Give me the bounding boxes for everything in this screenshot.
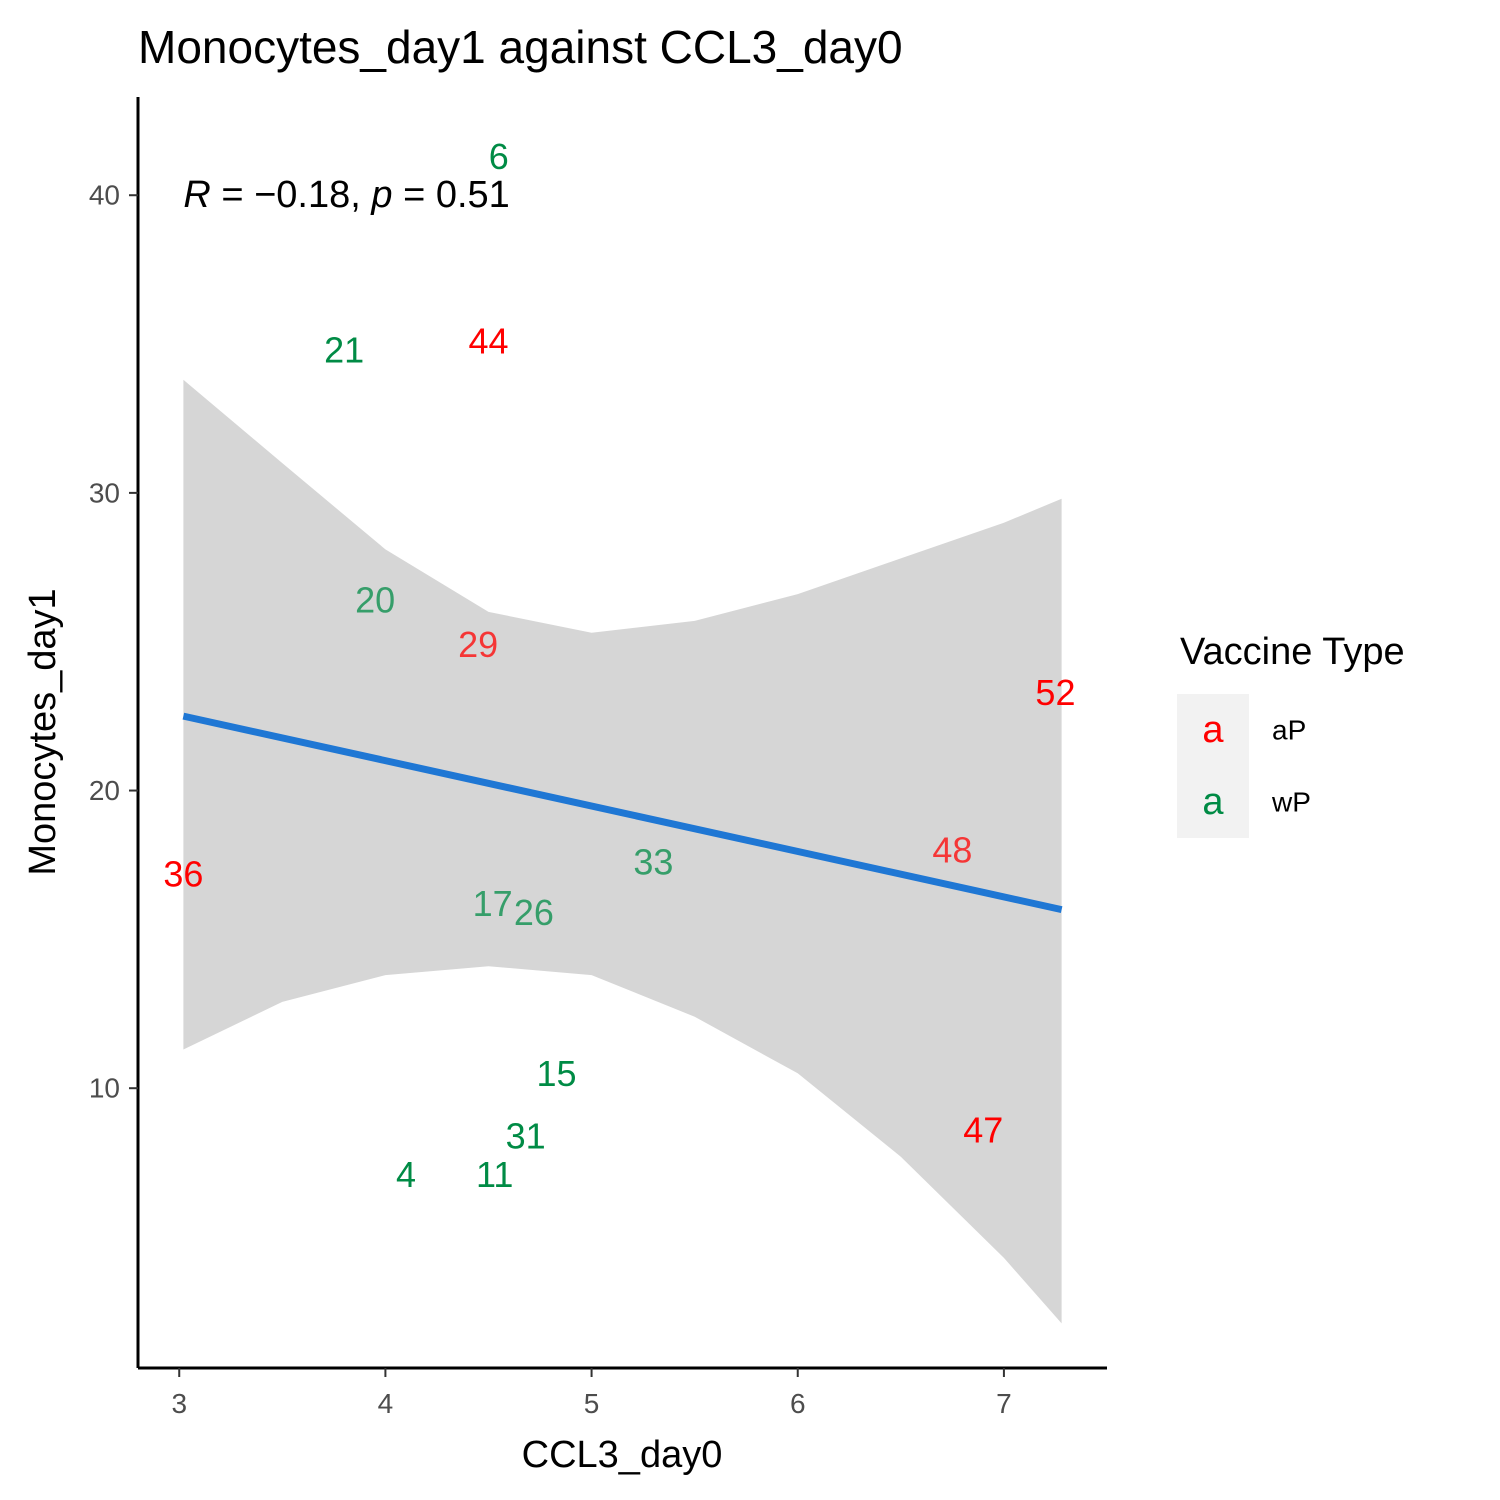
point-label-20: 20 (355, 580, 395, 621)
point-label-21: 21 (324, 330, 364, 371)
point-label-48: 48 (932, 830, 972, 871)
legend-title: Vaccine Type (1180, 631, 1405, 673)
confidence-band (183, 379, 1062, 1324)
y-axis-title: Monocytes_day1 (22, 588, 64, 875)
point-label-44: 44 (468, 321, 508, 362)
legend-key-aP: a (1202, 709, 1224, 751)
x-tick-label: 5 (584, 1388, 600, 1419)
point-label-17: 17 (473, 883, 513, 924)
x-axis-ticks: 3 4 5 6 7 (171, 1368, 1012, 1419)
y-tick-label: 10 (89, 1073, 120, 1104)
legend-key-background (1177, 694, 1249, 838)
point-label-33: 33 (633, 841, 673, 882)
r-symbol: R (183, 174, 210, 216)
chart-title: Monocytes_day1 against CCL3_day0 (138, 21, 903, 73)
point-label-52: 52 (1035, 672, 1075, 713)
y-axis-ticks: 10 20 30 40 (89, 180, 138, 1104)
plot-area: 6 21 44 20 29 52 48 33 36 17 26 15 31 47 4 11 R = −0.18… (163, 136, 1075, 1324)
point-label-11: 11 (476, 1154, 513, 1195)
y-tick-label: 40 (89, 180, 120, 211)
x-tick-label: 3 (171, 1388, 187, 1419)
legend-label-wP: wP (1271, 787, 1311, 818)
point-label-29: 29 (458, 624, 498, 665)
x-tick-label: 6 (790, 1388, 806, 1419)
p-value: = 0.51 (393, 174, 510, 216)
legend-entries: a aP a wP (1202, 709, 1310, 823)
y-tick-label: 20 (89, 775, 120, 806)
legend-key-wP: a (1202, 781, 1224, 823)
correlation-annotation: R = −0.18, p = 0.51 (183, 174, 509, 216)
r-value: = −0.18, (211, 174, 372, 216)
legend: Vaccine Type a aP a wP (1177, 631, 1405, 838)
point-label-26: 26 (514, 892, 554, 933)
point-label-47: 47 (963, 1109, 1003, 1150)
legend-label-aP: aP (1272, 715, 1306, 746)
y-tick-label: 30 (89, 477, 120, 508)
point-label-36: 36 (163, 853, 203, 894)
point-label-15: 15 (537, 1053, 577, 1094)
x-tick-label: 7 (996, 1388, 1012, 1419)
data-points: 6 21 44 20 29 52 48 33 36 17 26 15 31 47 4 11 (163, 136, 1075, 1195)
p-symbol: p (370, 174, 392, 216)
point-label-6: 6 (489, 136, 509, 177)
point-label-31: 31 (506, 1115, 546, 1156)
point-label-4: 4 (396, 1154, 416, 1195)
regression-line (182, 712, 1063, 914)
x-tick-label: 4 (378, 1388, 394, 1419)
x-axis-title: CCL3_day0 (522, 1434, 723, 1476)
